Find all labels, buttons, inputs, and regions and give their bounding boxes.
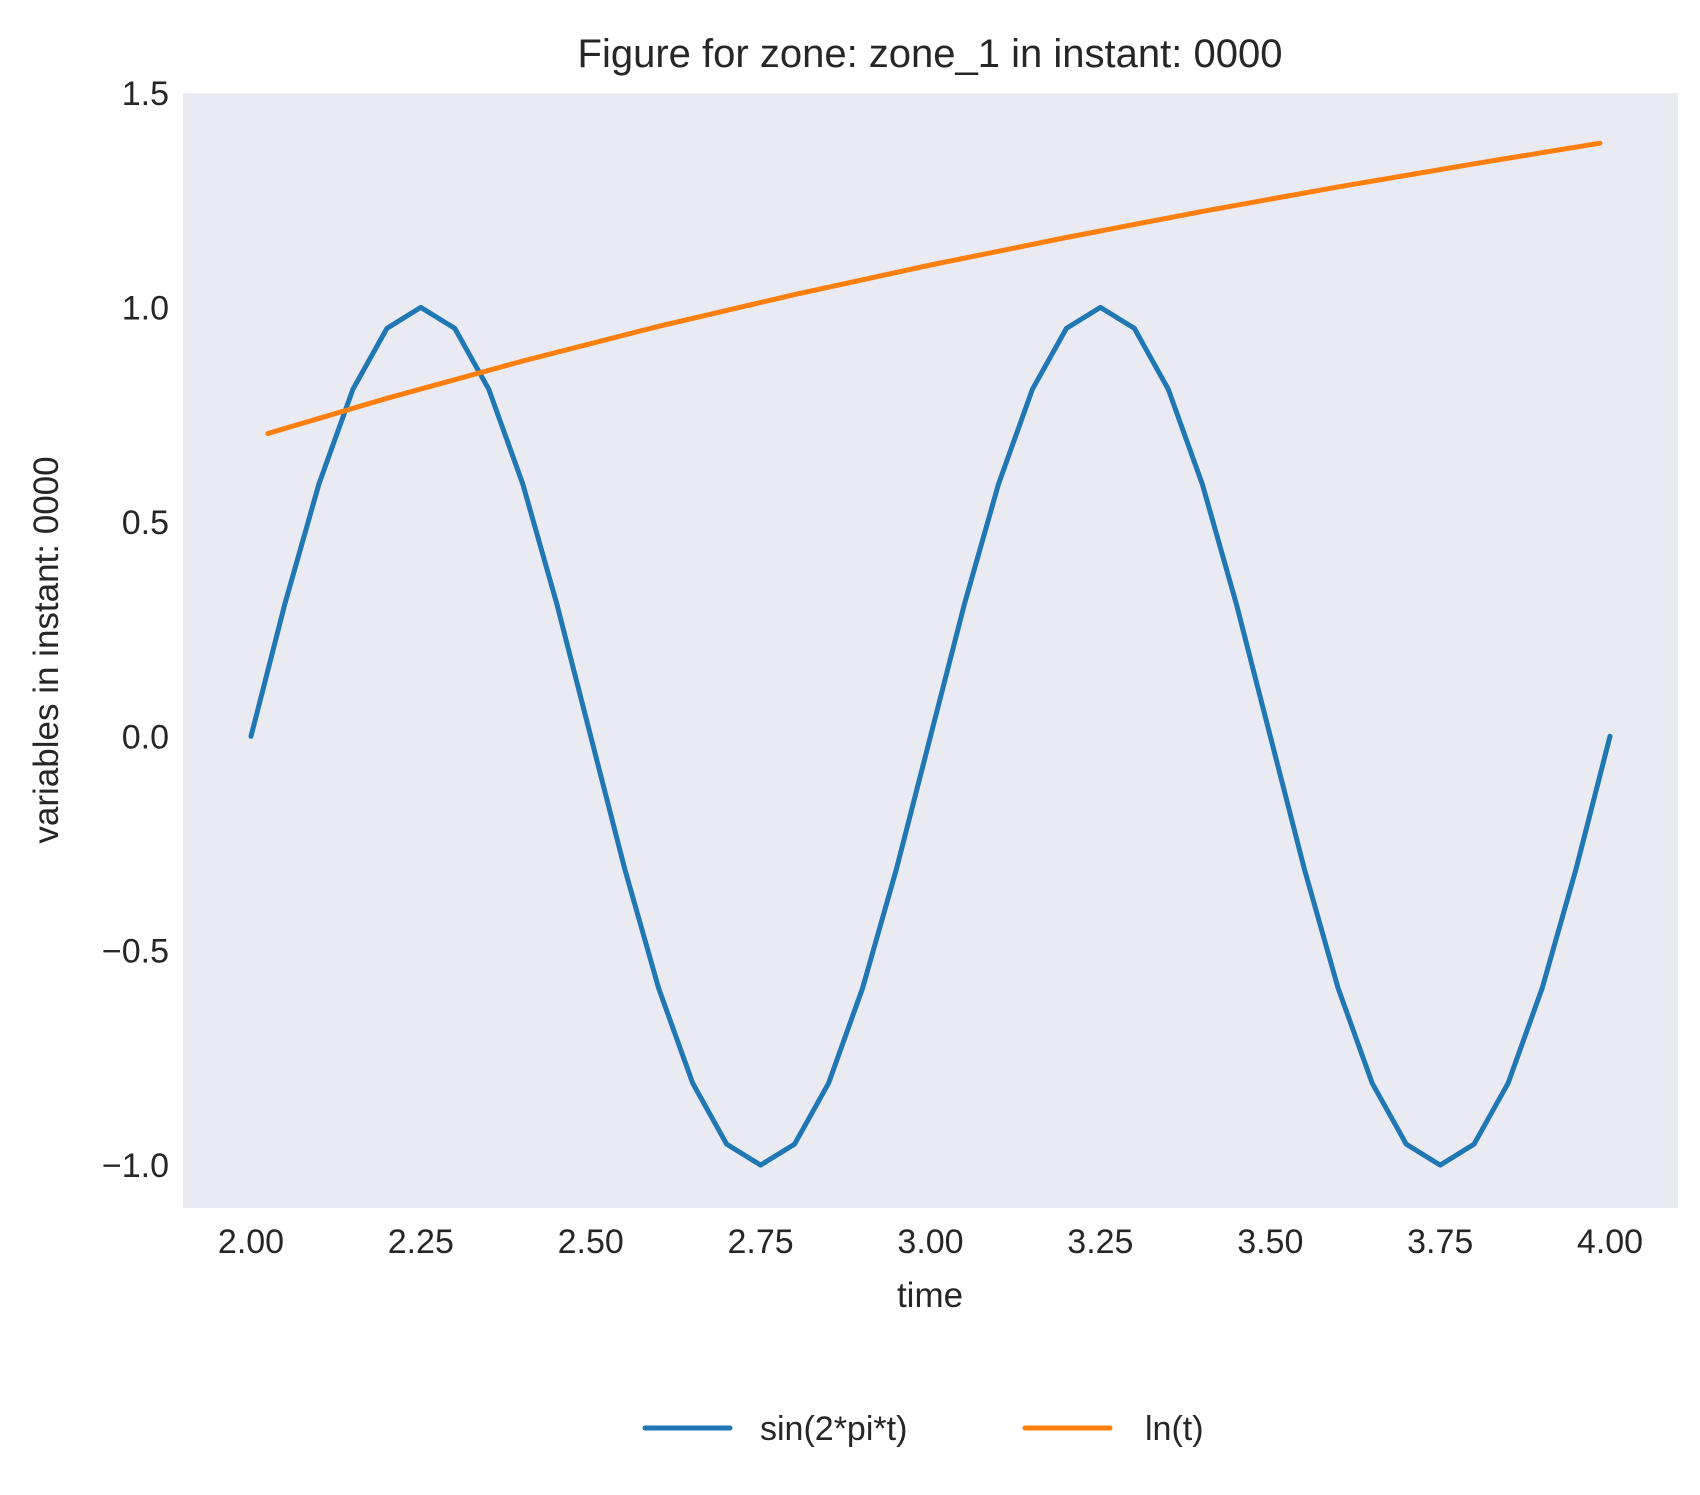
x-tick-label: 2.25	[388, 1223, 454, 1261]
series-line-1	[265, 140, 1603, 436]
y-tick-label: 1.5	[122, 75, 169, 113]
y-axis-label: variables in instant: 0000	[27, 456, 66, 843]
y-tick-labels: 1.5 1.0 0.5 0.0 −0.5 −1.0	[102, 75, 169, 1185]
y-tick-label: −1.0	[102, 1147, 169, 1185]
x-tick-label: 4.00	[1577, 1223, 1643, 1261]
series-line-0	[248, 304, 1613, 1168]
legend: sin(2*pi*t) ln(t)	[642, 1410, 1204, 1448]
x-tick-label: 3.25	[1067, 1223, 1133, 1261]
x-tick-label: 3.75	[1407, 1223, 1473, 1261]
y-tick-label: 1.0	[122, 289, 169, 327]
x-tick-label: 2.00	[218, 1223, 284, 1261]
legend-label-0: sin(2*pi*t)	[760, 1410, 907, 1448]
x-tick-label: 3.50	[1237, 1223, 1303, 1261]
x-tick-labels: 2.00 2.25 2.50 2.75 3.00 3.25 3.50 3.75 4.00	[218, 1223, 1643, 1261]
x-axis-label: time	[897, 1276, 963, 1315]
x-tick-label: 2.50	[558, 1223, 624, 1261]
y-tick-label: −0.5	[102, 933, 169, 971]
x-tick-label: 3.00	[897, 1223, 963, 1261]
y-tick-label: 0.5	[122, 504, 169, 542]
x-tick-label: 2.75	[728, 1223, 794, 1261]
y-tick-label: 0.0	[122, 718, 169, 756]
chart-title: Figure for zone: zone_1 in instant: 0000	[578, 32, 1283, 76]
plot-area	[183, 93, 1678, 1208]
series-layer	[248, 140, 1613, 1168]
legend-label-1: ln(t)	[1145, 1410, 1204, 1448]
